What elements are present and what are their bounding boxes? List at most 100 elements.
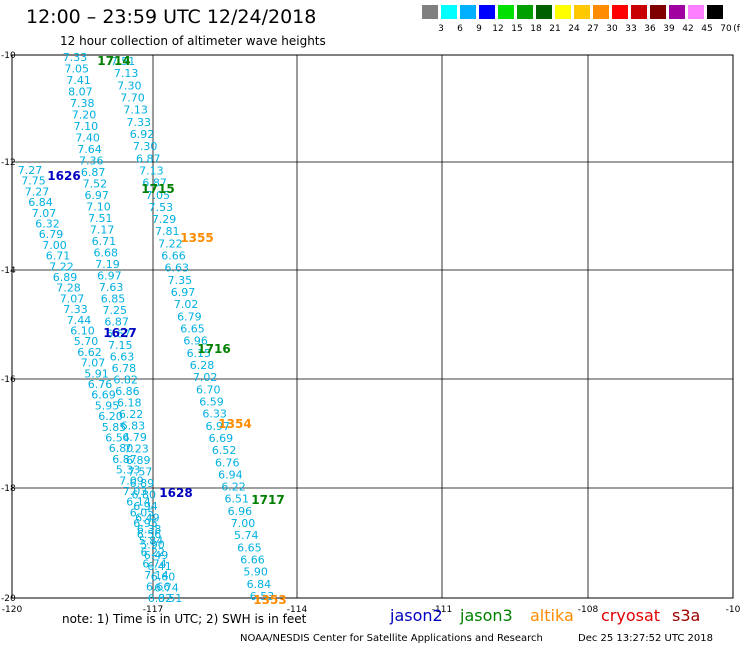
legend-label: 27 [587, 24, 599, 34]
wave-height-value: 6.83 [121, 419, 146, 432]
legend-label: 33 [625, 24, 637, 34]
wave-height-value: 7.63 [99, 281, 124, 294]
altimeter-tracks: 7.337.057.418.077.387.207.107.407.647.36… [18, 51, 275, 605]
wave-height-value: 7.35 [168, 274, 193, 287]
wave-height-value: 7.22 [158, 237, 183, 250]
wave-height-value: 7.33 [127, 116, 152, 129]
legend-label: 9 [476, 24, 482, 34]
wave-height-value: 6.85 [101, 293, 126, 306]
wave-height-value: 6.15 [187, 347, 212, 360]
wave-height-value: 6.54 [105, 432, 130, 445]
wave-height-value: 7.57 [128, 465, 153, 478]
wave-height-value: 6.56 [137, 528, 162, 541]
wave-height-value: 6.66 [146, 580, 171, 593]
pass-label: 1717 [251, 493, 284, 507]
wave-height-value: 7.20 [72, 109, 97, 122]
pass-label: 1626 [47, 169, 80, 183]
wave-height-value: 6.96 [228, 505, 253, 518]
legend-label: 30 [606, 24, 618, 34]
footer-credit: NOAA/NESDIS Center for Satellite Applica… [240, 633, 543, 644]
wave-height-value: 6.38 [137, 523, 162, 536]
wave-height-value: 7.05 [65, 63, 90, 76]
wave-height-value: 6.87 [136, 152, 161, 165]
wave-height-value: 6.92 [130, 128, 155, 141]
axis-tick-labels: -120 -117 -114 -111 -108 -10 -10 -12 -14 -16 -18 -2… [1, 51, 740, 615]
wave-height-value: 6.79 [39, 228, 64, 241]
wave-height-value: 6.74 [142, 557, 167, 570]
pass-label: 1353 [253, 593, 286, 607]
legend-label: 3 [438, 24, 444, 34]
wave-height-value: 7.28 [56, 282, 81, 295]
legend-swatch [517, 5, 533, 19]
wave-height-value: 7.40 [75, 132, 100, 145]
wave-height-value: 6.97 [84, 189, 109, 202]
wave-height-value: 6.87 [112, 453, 137, 466]
wave-height-value: 6.80 [131, 488, 156, 501]
wave-height-value: 6.22 [141, 546, 166, 559]
legend-label: 15 [511, 24, 523, 34]
legend-label: 39 [663, 24, 675, 34]
legend-label: 45 [701, 24, 713, 34]
wave-height-value: 6.95 [133, 517, 158, 530]
lon-tick-label: -108 [578, 605, 599, 615]
wave-height-value: 7.33 [63, 51, 88, 64]
wave-height-value: 7.22 [49, 260, 74, 273]
wave-height-value: 7.30 [117, 79, 142, 92]
wave-height-value: 7.15 [108, 339, 133, 352]
wave-height-value: 7.02 [193, 371, 218, 384]
legend-swatch [441, 5, 457, 19]
wave-height-value: 7.30 [133, 140, 158, 153]
wave-height-value: 6.69 [91, 389, 116, 402]
legend-swatch [498, 5, 514, 19]
satellite-legend-item: jason2 [390, 606, 443, 625]
pass-label: 1628 [159, 486, 192, 500]
wave-height-value: 6.14 [126, 496, 151, 509]
legend-swatch [688, 5, 704, 19]
satellite-legend-item: altika [530, 606, 574, 625]
legend-swatch [479, 5, 495, 19]
legend-swatch [612, 5, 628, 19]
legend-label: 36 [644, 24, 656, 34]
wave-height-value: 6.63 [164, 262, 189, 275]
wave-height-value: 6.76 [215, 456, 240, 469]
legend-label: 21 [549, 24, 561, 34]
wave-height-value: 7.02 [174, 298, 199, 311]
wave-height-value: 7.75 [21, 175, 46, 188]
lon-tick-label: -114 [287, 605, 308, 615]
wave-height-value: 7.07 [81, 357, 106, 370]
wave-height-value: 6.51 [158, 592, 183, 605]
wave-height-value: 6.84 [28, 196, 53, 209]
pass-label: 1354 [218, 417, 251, 431]
wave-height-value: 6.79 [177, 310, 202, 323]
legend-swatch [460, 5, 476, 19]
map-grid [11, 54, 734, 599]
wave-height-value: 5.90 [243, 566, 268, 579]
map-frame [11, 54, 734, 599]
legend-label: 6 [457, 24, 463, 34]
pass-label: 1715 [141, 182, 174, 196]
wave-height-value: 6.32 [35, 218, 60, 231]
wave-height-value: 6.87 [142, 177, 167, 190]
wave-height-value: 6.84 [247, 578, 272, 591]
wave-height-value: 5.90 [140, 539, 165, 552]
wave-height-value: 6.96 [183, 335, 208, 348]
wave-height-value: 6.87 [104, 316, 129, 329]
legend-label: 12 [492, 24, 504, 34]
lon-tick-label: -10 [726, 605, 740, 615]
wave-height-value: 6.71 [92, 235, 117, 248]
wave-height-value: 6.89 [130, 477, 155, 490]
wave-height-value: 7.38 [70, 97, 95, 110]
wave-height-value: 6.22 [119, 408, 144, 421]
wave-height-value: 6.22 [221, 481, 246, 494]
wave-height-value: 5.95 [95, 399, 120, 412]
wave-height-value: 7.33 [63, 303, 88, 316]
wave-height-value: 6.76 [88, 378, 113, 391]
wave-height-value: 6.97 [171, 286, 196, 299]
footer-timestamp: Dec 25 13:27:52 UTC 2018 [578, 633, 713, 644]
wave-height-value: 6.49 [144, 549, 169, 562]
wave-height-value: 7.14 [144, 569, 169, 582]
wave-height-value: 5.33 [116, 464, 141, 477]
wave-height-value: 7.27 [18, 164, 43, 177]
wave-height-value: 5.70 [74, 335, 99, 348]
